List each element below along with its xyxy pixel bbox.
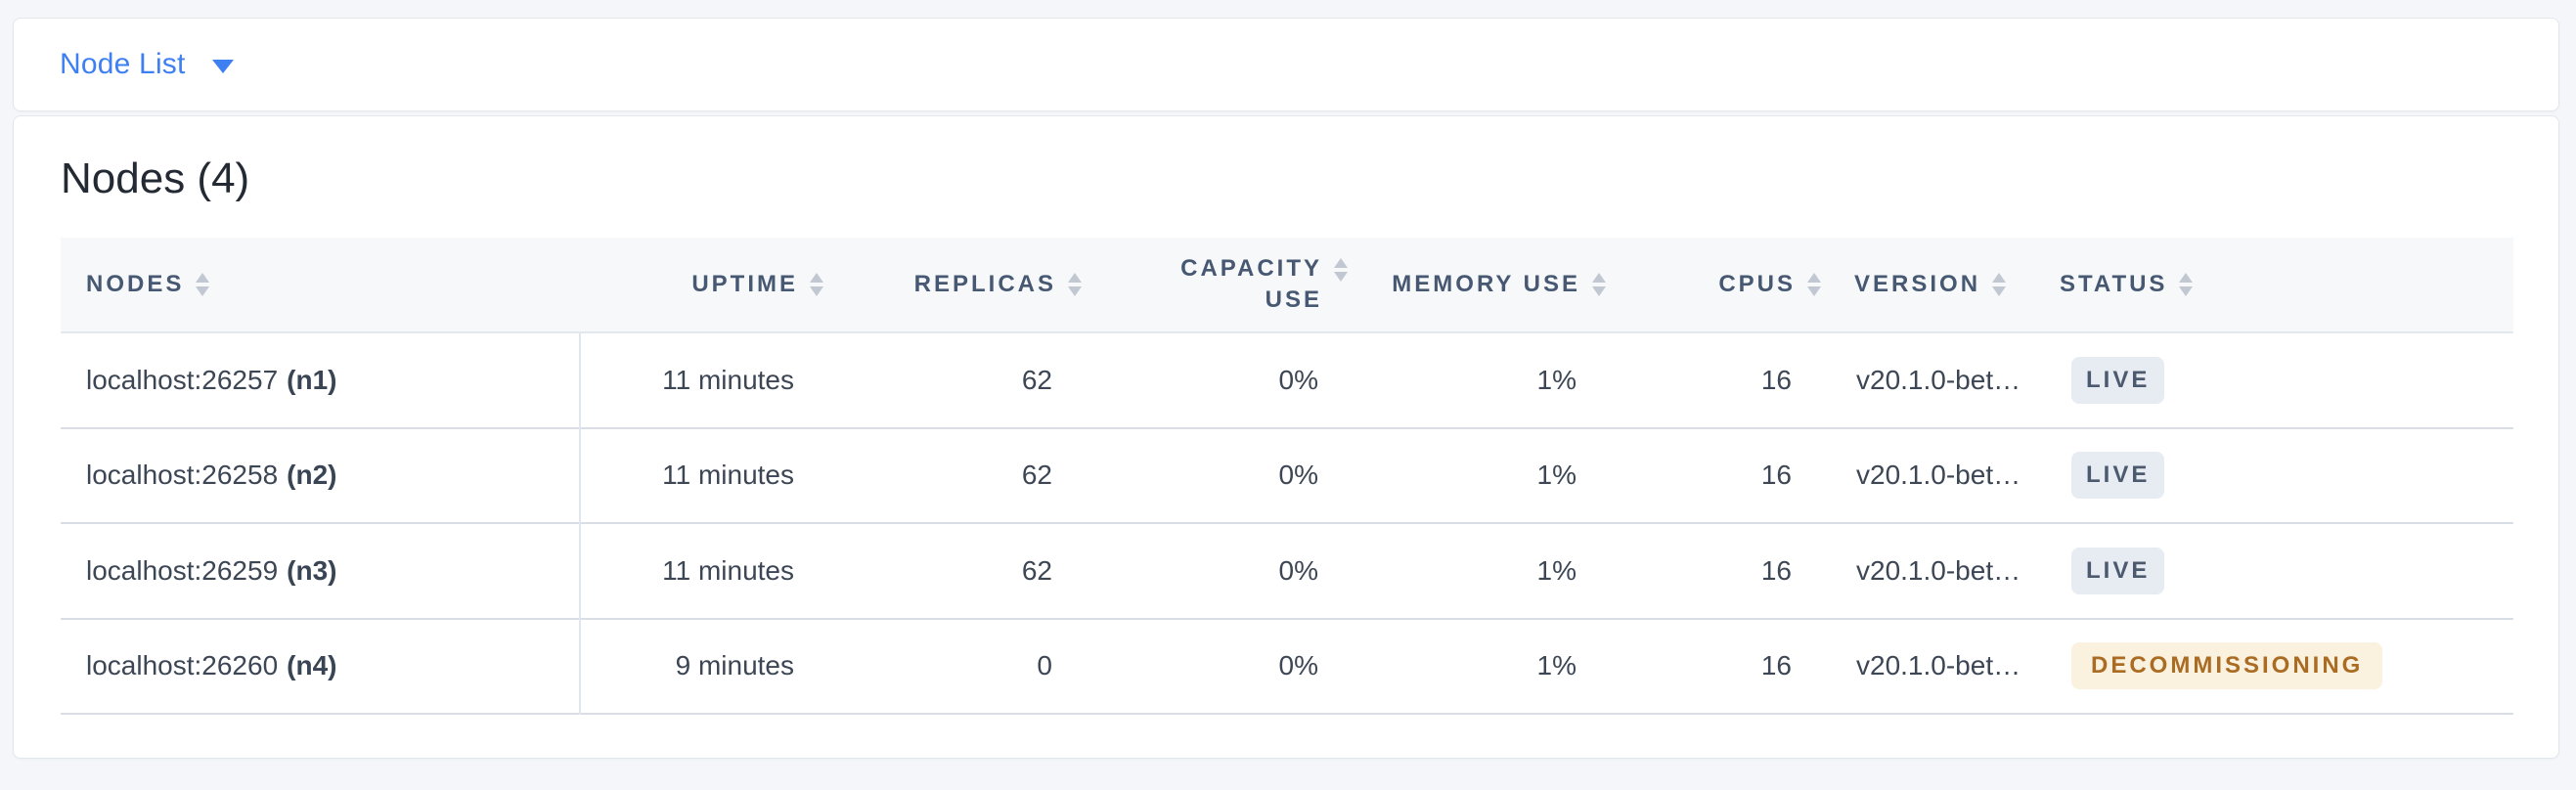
capacity-use-cell: 0% bbox=[1278, 364, 1318, 395]
sort-icon[interactable] bbox=[1592, 273, 1606, 296]
uptime-cell: 11 minutes bbox=[662, 364, 794, 395]
column-header-label: CAPACITY USE bbox=[1180, 255, 1322, 313]
column-header-memory-use[interactable]: MEMORY USE bbox=[1348, 238, 1606, 331]
table-body: localhost:26257 (n1) 11 minutes 62 0% 1%… bbox=[61, 333, 2513, 715]
version-cell: v20.1.0-bet… bbox=[1856, 554, 2021, 586]
sort-icon[interactable] bbox=[1068, 273, 1082, 296]
memory-use-cell: 1% bbox=[1536, 650, 1577, 681]
node-id: (n2) bbox=[287, 460, 337, 491]
table-row: localhost:26258 (n2) 11 minutes 62 0% 1%… bbox=[61, 429, 2513, 524]
nodes-card: Nodes (4) NODES UPTIME REPLICAS CAPACITY… bbox=[13, 115, 2559, 759]
table-row: localhost:26257 (n1) 11 minutes 62 0% 1%… bbox=[61, 333, 2513, 429]
column-header-cpus[interactable]: CPUS bbox=[1606, 238, 1821, 331]
table-row: localhost:26259 (n3) 11 minutes 62 0% 1%… bbox=[61, 524, 2513, 620]
cpus-cell: 16 bbox=[1760, 554, 1792, 586]
version-cell: v20.1.0-bet… bbox=[1856, 650, 2021, 681]
sort-icon[interactable] bbox=[810, 273, 823, 296]
column-header-label: UPTIME bbox=[691, 271, 798, 297]
view-selector-dropdown[interactable]: Node List bbox=[60, 48, 234, 81]
node-id: (n1) bbox=[287, 364, 337, 395]
version-cell: v20.1.0-bet… bbox=[1856, 460, 2021, 491]
view-selector-label: Node List bbox=[60, 48, 186, 80]
uptime-cell: 11 minutes bbox=[662, 554, 794, 586]
status-cell: LIVE bbox=[2060, 524, 2513, 618]
nodes-table: NODES UPTIME REPLICAS CAPACITY USE MEMOR… bbox=[61, 238, 2513, 715]
status-badge: LIVE bbox=[2071, 452, 2165, 500]
node-address: localhost:26257 bbox=[86, 364, 279, 395]
page: Node List Nodes (4) NODES UPTIME REPLICA… bbox=[0, 18, 2576, 790]
node-address-cell: localhost:26258 (n2) bbox=[61, 429, 579, 523]
column-header-nodes[interactable]: NODES bbox=[61, 238, 579, 331]
node-address: localhost:26258 bbox=[86, 460, 279, 491]
view-selector-bar: Node List bbox=[13, 18, 2559, 111]
status-badge: LIVE bbox=[2071, 356, 2165, 404]
sort-icon[interactable] bbox=[1334, 258, 1348, 282]
table-row: localhost:26260 (n4) 9 minutes 0 0% 1% 1… bbox=[61, 620, 2513, 715]
version-cell: v20.1.0-bet… bbox=[1856, 364, 2021, 395]
replicas-cell: 62 bbox=[1021, 364, 1052, 395]
column-header-label: MEMORY USE bbox=[1392, 271, 1580, 297]
memory-use-cell: 1% bbox=[1536, 554, 1577, 586]
node-address: localhost:26259 bbox=[86, 554, 279, 586]
table-header-row: NODES UPTIME REPLICAS CAPACITY USE MEMOR… bbox=[61, 238, 2513, 333]
column-header-label: CPUS bbox=[1718, 271, 1796, 297]
node-address-cell: localhost:26259 (n3) bbox=[61, 524, 579, 618]
status-cell: LIVE bbox=[2060, 429, 2513, 523]
status-cell: LIVE bbox=[2060, 333, 2513, 427]
memory-use-cell: 1% bbox=[1536, 364, 1577, 395]
status-cell: DECOMMISSIONING bbox=[2060, 620, 2513, 714]
sort-icon[interactable] bbox=[196, 273, 210, 296]
column-header-version[interactable]: VERSION bbox=[1821, 238, 2060, 331]
uptime-cell: 9 minutes bbox=[675, 650, 794, 681]
column-header-label: REPLICAS bbox=[913, 271, 1056, 297]
node-id: (n4) bbox=[287, 650, 337, 681]
node-address: localhost:26260 bbox=[86, 650, 279, 681]
column-header-replicas[interactable]: REPLICAS bbox=[823, 238, 1082, 331]
page-title: Nodes (4) bbox=[61, 154, 250, 202]
status-badge: LIVE bbox=[2071, 547, 2165, 594]
capacity-use-cell: 0% bbox=[1278, 554, 1318, 586]
node-address-cell: localhost:26257 (n1) bbox=[61, 333, 579, 427]
replicas-cell: 62 bbox=[1021, 460, 1052, 491]
capacity-use-cell: 0% bbox=[1278, 650, 1318, 681]
status-badge: DECOMMISSIONING bbox=[2071, 642, 2383, 690]
column-header-uptime[interactable]: UPTIME bbox=[579, 238, 823, 331]
cpus-cell: 16 bbox=[1760, 650, 1792, 681]
column-header-label: STATUS bbox=[2060, 271, 2168, 297]
replicas-cell: 0 bbox=[1037, 650, 1052, 681]
node-address-cell: localhost:26260 (n4) bbox=[61, 620, 579, 714]
node-id: (n3) bbox=[287, 554, 337, 586]
column-header-label: NODES bbox=[86, 271, 185, 297]
column-divider bbox=[579, 333, 581, 715]
column-header-label: VERSION bbox=[1854, 271, 1981, 297]
sort-icon[interactable] bbox=[1992, 273, 2007, 296]
sort-icon[interactable] bbox=[2179, 273, 2194, 296]
cpus-cell: 16 bbox=[1760, 364, 1792, 395]
capacity-use-cell: 0% bbox=[1278, 460, 1318, 491]
cpus-cell: 16 bbox=[1760, 460, 1792, 491]
replicas-cell: 62 bbox=[1021, 554, 1052, 586]
memory-use-cell: 1% bbox=[1536, 460, 1577, 491]
column-header-status[interactable]: STATUS bbox=[2060, 238, 2513, 331]
column-header-capacity-use[interactable]: CAPACITY USE bbox=[1082, 238, 1348, 331]
caret-down-icon bbox=[211, 59, 234, 73]
sort-icon[interactable] bbox=[1807, 273, 1821, 296]
uptime-cell: 11 minutes bbox=[662, 460, 794, 491]
